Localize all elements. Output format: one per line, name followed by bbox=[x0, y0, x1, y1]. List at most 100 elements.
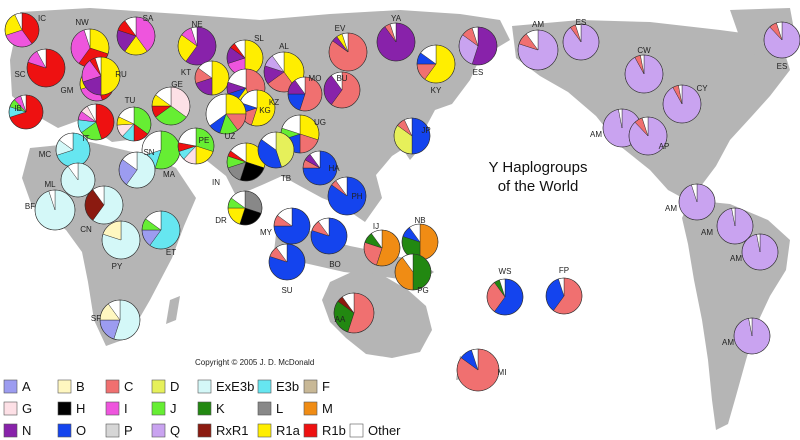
population-label: AM bbox=[590, 130, 602, 139]
pie-outline bbox=[26, 48, 66, 88]
pie-chart-mo-13 bbox=[287, 76, 323, 112]
legend-swatch-g bbox=[3, 401, 18, 416]
legend-swatch-h bbox=[57, 401, 72, 416]
pie-chart-am-60 bbox=[733, 317, 771, 355]
population-label: RU bbox=[115, 70, 127, 79]
legend-swatch-c bbox=[105, 379, 120, 394]
population-label: BU bbox=[336, 74, 347, 83]
pie-outline bbox=[273, 207, 311, 245]
pie-chart-it-22 bbox=[77, 103, 115, 141]
legend-label-n: N bbox=[22, 423, 31, 438]
legend-label-o: O bbox=[76, 423, 86, 438]
pie-chart-kt-11 bbox=[194, 60, 230, 96]
pie-outline bbox=[205, 93, 247, 135]
legend-label-e3b: E3b bbox=[276, 379, 299, 394]
pie-outline bbox=[716, 207, 754, 245]
population-label: ES bbox=[473, 68, 484, 77]
pie-chart-ha-28 bbox=[302, 150, 338, 186]
pie-chart-cy-54 bbox=[662, 84, 702, 124]
pie-outline bbox=[310, 217, 348, 255]
pie-chart-jp-29 bbox=[393, 117, 431, 155]
pie-outline bbox=[416, 44, 456, 84]
population-label: ES bbox=[777, 62, 788, 71]
population-label: SN bbox=[143, 148, 154, 157]
legend-label-b: B bbox=[76, 379, 85, 394]
pie-outline bbox=[34, 189, 76, 231]
legend-swatch-q bbox=[151, 423, 166, 438]
population-label: SC bbox=[14, 70, 25, 79]
pie-outline bbox=[458, 26, 498, 66]
population-label: KZ bbox=[269, 98, 279, 107]
pie-outline bbox=[394, 253, 432, 291]
pie-chart-pg-43 bbox=[394, 253, 432, 291]
population-label: NE bbox=[191, 20, 202, 29]
map-title-line-1: Y Haplogroups bbox=[489, 159, 588, 176]
pie-chart-es-51 bbox=[562, 23, 600, 61]
pie-outline bbox=[302, 150, 338, 186]
legend-swatch-rxr1 bbox=[197, 423, 212, 438]
pie-chart-ne-3 bbox=[177, 26, 217, 66]
pie-outline bbox=[194, 60, 230, 96]
legend-swatch-a bbox=[3, 379, 18, 394]
pie-chart-py-36 bbox=[101, 220, 141, 260]
pie-outline bbox=[628, 116, 668, 156]
map-title-line-2: of the World bbox=[498, 178, 579, 195]
legend-swatch-exe3b bbox=[197, 379, 212, 394]
population-labels: IC NW SA NE SL EV YA ES SC GM RU KT AL MO BU KY IB TU GE KZ… bbox=[14, 14, 787, 377]
legend-swatch-p bbox=[105, 423, 120, 438]
pie-outline bbox=[118, 151, 156, 189]
legend-swatch-k bbox=[197, 401, 212, 416]
population-label: IC bbox=[38, 14, 46, 23]
legend-label-g: G bbox=[22, 401, 32, 416]
legend-swatch-r1b bbox=[303, 423, 318, 438]
legend-swatch-l bbox=[257, 401, 272, 416]
population-label: KG bbox=[259, 106, 271, 115]
pie-outline bbox=[227, 190, 263, 226]
population-label: BO bbox=[329, 260, 341, 269]
haplogroup-legend: A B C D ExE3b E3b F G H I J K L M N O P Q RxR1 R1a R1b Other bbox=[3, 379, 401, 438]
pie-chart-ib-16 bbox=[8, 94, 44, 130]
population-label: AM bbox=[730, 254, 742, 263]
population-label: BF bbox=[25, 202, 35, 211]
pie-chart-tu-17 bbox=[116, 106, 152, 142]
legend-label-p: P bbox=[124, 423, 133, 438]
pie-chart-fp-48 bbox=[545, 277, 583, 315]
population-label: PG bbox=[417, 286, 429, 295]
pie-outline bbox=[562, 23, 600, 61]
legend-swatch-i bbox=[105, 401, 120, 416]
population-label: PY bbox=[112, 262, 123, 271]
pie-chart-tb-27 bbox=[257, 131, 295, 169]
copyright-notice: Copyright © 2005 J. D. McDonald bbox=[195, 358, 314, 367]
legend-label-r1a: R1a bbox=[276, 423, 301, 438]
pie-outline bbox=[662, 84, 702, 124]
pie-outline bbox=[486, 278, 524, 316]
north-america-landmass bbox=[512, 20, 790, 202]
pie-outline bbox=[624, 54, 664, 94]
legend-label-f: F bbox=[322, 379, 330, 394]
madagascar-landmass bbox=[166, 296, 180, 324]
pie-outline bbox=[4, 12, 40, 48]
legend-label-d: D bbox=[170, 379, 179, 394]
pie-outline bbox=[333, 292, 375, 334]
population-label: MO bbox=[309, 74, 322, 83]
pie-chart-pe-24 bbox=[177, 127, 215, 165]
pie-chart-my-39 bbox=[273, 207, 311, 245]
population-label: KY bbox=[431, 86, 442, 95]
pie-outline bbox=[323, 71, 361, 109]
pie-slice-m bbox=[419, 223, 439, 261]
population-label: AM bbox=[532, 20, 544, 29]
pie-chart-et-37 bbox=[141, 210, 181, 250]
pie-chart-ru-10 bbox=[81, 56, 121, 96]
population-label: ML bbox=[44, 180, 56, 189]
legend-label-j: J bbox=[170, 401, 177, 416]
population-label: MY bbox=[260, 228, 273, 237]
population-label: EV bbox=[335, 24, 346, 33]
pie-outline bbox=[545, 277, 583, 315]
pie-outline bbox=[81, 56, 121, 96]
legend-swatch-b bbox=[57, 379, 72, 394]
population-label: ET bbox=[166, 248, 176, 257]
pie-chart-ml-31 bbox=[60, 162, 96, 198]
pie-chart-sc-8 bbox=[26, 48, 66, 88]
